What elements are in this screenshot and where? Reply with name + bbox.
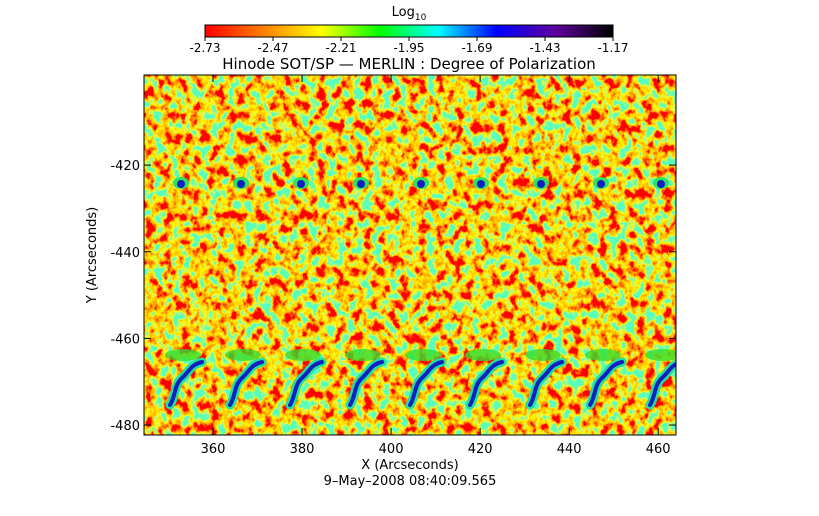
blue-structure <box>528 360 564 407</box>
blue-structure <box>588 360 624 407</box>
colorbar-tick-label: -1.95 <box>393 41 424 55</box>
x-tick-label: 400 <box>379 442 404 457</box>
colorbar-tick-label: -2.21 <box>325 41 356 55</box>
green-patch <box>285 349 321 361</box>
green-patch <box>165 349 201 361</box>
map-texture <box>144 75 676 435</box>
x-tick-label: 460 <box>646 442 671 457</box>
colorbar-tick-label: -2.47 <box>257 41 288 55</box>
blue-structure <box>348 360 384 407</box>
blue-spot <box>357 180 365 188</box>
green-patch <box>345 349 381 361</box>
plot-frame <box>143 74 677 436</box>
blue-structure <box>288 360 324 407</box>
blue-structure <box>468 360 504 407</box>
colorbar-label-subscript: 10 <box>415 13 427 23</box>
blue-structure <box>648 362 676 407</box>
blue-spot <box>597 180 605 188</box>
y-axis-label: Y (Arcseconds) <box>85 207 100 304</box>
x-tick-label: 420 <box>468 442 493 457</box>
blue-spot <box>417 180 425 188</box>
green-patch <box>645 349 676 361</box>
polarization-map <box>144 75 676 435</box>
colorbar-tick-label: -1.69 <box>461 41 492 55</box>
x-axis-label: X (Arcseconds) <box>361 458 458 473</box>
blue-spot <box>177 180 185 188</box>
y-tick-label: -420 <box>110 159 140 174</box>
blue-structure <box>408 360 444 407</box>
colorbar-tick-label: -2.73 <box>189 41 220 55</box>
green-patch <box>585 349 621 361</box>
colorbar-label: Log10 <box>392 5 427 23</box>
blue-spot <box>537 180 545 188</box>
blue-structure <box>168 360 204 407</box>
colorbar-tick-label: -1.17 <box>597 41 628 55</box>
blue-spot <box>657 180 665 188</box>
blue-spot <box>477 180 485 188</box>
y-tick-label: -460 <box>110 332 140 347</box>
y-tick-label: -440 <box>110 246 140 261</box>
blue-structure <box>228 360 264 407</box>
colorbar-label-text: Log <box>392 5 415 20</box>
x-tick-label: 440 <box>557 442 582 457</box>
x-tick-label: 360 <box>201 442 226 457</box>
colorbar-tick-label: -1.43 <box>529 41 560 55</box>
timestamp: 9–May–2008 08:40:09.565 <box>324 474 497 489</box>
colorbar <box>204 24 614 38</box>
green-patch <box>525 349 561 361</box>
green-patch <box>225 349 261 361</box>
x-tick-label: 380 <box>290 442 315 457</box>
y-tick-label: -480 <box>110 419 140 434</box>
green-patch <box>465 349 501 361</box>
blue-spot <box>297 180 305 188</box>
green-patch <box>405 349 441 361</box>
blue-spot <box>237 180 245 188</box>
chart-title: Hinode SOT/SP — MERLIN : Degree of Polar… <box>222 55 596 73</box>
